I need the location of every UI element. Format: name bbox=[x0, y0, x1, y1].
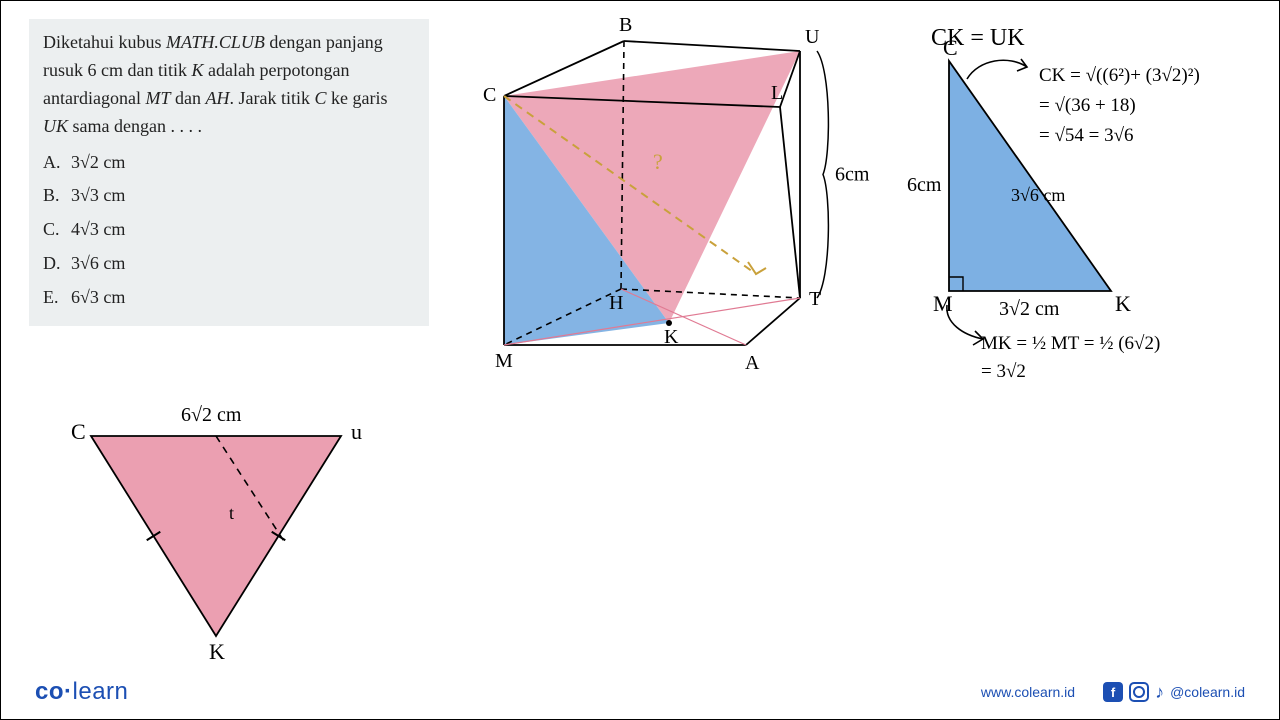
facebook-icon: f bbox=[1103, 682, 1123, 702]
svg-text:M: M bbox=[495, 350, 513, 372]
svg-text:3√2 cm: 3√2 cm bbox=[999, 298, 1060, 320]
svg-text:K: K bbox=[209, 639, 225, 664]
svg-text:t: t bbox=[229, 503, 234, 523]
question-options: A.3√2 cm B.3√3 cm C.4√3 cm D.3√6 cm E.6√3 cm bbox=[43, 149, 415, 312]
svg-text:A: A bbox=[745, 352, 760, 374]
tiktok-icon: ♪ bbox=[1155, 682, 1164, 703]
svg-text:?: ? bbox=[653, 149, 663, 174]
brand-co: co bbox=[35, 678, 64, 705]
svg-text:K: K bbox=[664, 326, 679, 348]
social-icons: f ♪ @colearn.id bbox=[1103, 682, 1245, 703]
svg-text:6cm: 6cm bbox=[907, 174, 942, 196]
svg-text:M: M bbox=[933, 291, 953, 316]
svg-text:CK = √((6²)+ (3√2)²): CK = √((6²)+ (3√2)²) bbox=[1039, 65, 1200, 86]
brand-learn: learn bbox=[73, 678, 129, 705]
svg-text:C: C bbox=[71, 419, 86, 444]
social-handle: @colearn.id bbox=[1170, 684, 1245, 700]
svg-text:= 3√2: = 3√2 bbox=[981, 361, 1026, 382]
svg-text:H: H bbox=[609, 292, 623, 314]
brand-logo: co·learn bbox=[35, 678, 128, 706]
svg-text:6√2 cm: 6√2 cm bbox=[181, 404, 242, 426]
footer: co·learn www.colearn.id f ♪ @colearn.id bbox=[1, 673, 1279, 719]
svg-text:6cm: 6cm bbox=[835, 164, 870, 186]
svg-text:T: T bbox=[809, 288, 821, 310]
question-option: E.6√3 cm bbox=[43, 284, 415, 312]
footer-url: www.colearn.id bbox=[981, 684, 1075, 700]
svg-text:C: C bbox=[943, 35, 958, 60]
svg-text:C: C bbox=[483, 84, 496, 106]
svg-text:MK = ½ MT = ½ (6√2): MK = ½ MT = ½ (6√2) bbox=[981, 333, 1160, 354]
right-working: CK = UKCMK6cm3√2 cm3√6 cmCK = √((6²)+ (3… bbox=[901, 21, 1271, 421]
lower-triangle: Cu K 6√2 cm t bbox=[61, 401, 381, 661]
question-option: A.3√2 cm bbox=[43, 149, 415, 177]
question-prompt: Diketahui kubus MATH.CLUB dengan panjang… bbox=[43, 29, 415, 141]
svg-text:= √(36 + 18): = √(36 + 18) bbox=[1039, 95, 1136, 116]
svg-text:K: K bbox=[1115, 291, 1131, 316]
svg-text:L: L bbox=[771, 82, 783, 104]
svg-text:U: U bbox=[805, 26, 820, 48]
question-option: B.3√3 cm bbox=[43, 182, 415, 210]
svg-text:B: B bbox=[619, 14, 632, 36]
question-option: D.3√6 cm bbox=[43, 250, 415, 278]
cube-diagram: ?BUCLHTMAK6cm bbox=[461, 21, 881, 381]
question-option: C.4√3 cm bbox=[43, 216, 415, 244]
svg-text:u: u bbox=[351, 419, 362, 444]
svg-text:= √54 = 3√6: = √54 = 3√6 bbox=[1039, 125, 1134, 146]
page-root: Diketahui kubus MATH.CLUB dengan panjang… bbox=[0, 0, 1280, 720]
instagram-icon bbox=[1129, 682, 1149, 702]
svg-text:3√6 cm: 3√6 cm bbox=[1011, 185, 1065, 205]
question-block: Diketahui kubus MATH.CLUB dengan panjang… bbox=[29, 19, 429, 326]
